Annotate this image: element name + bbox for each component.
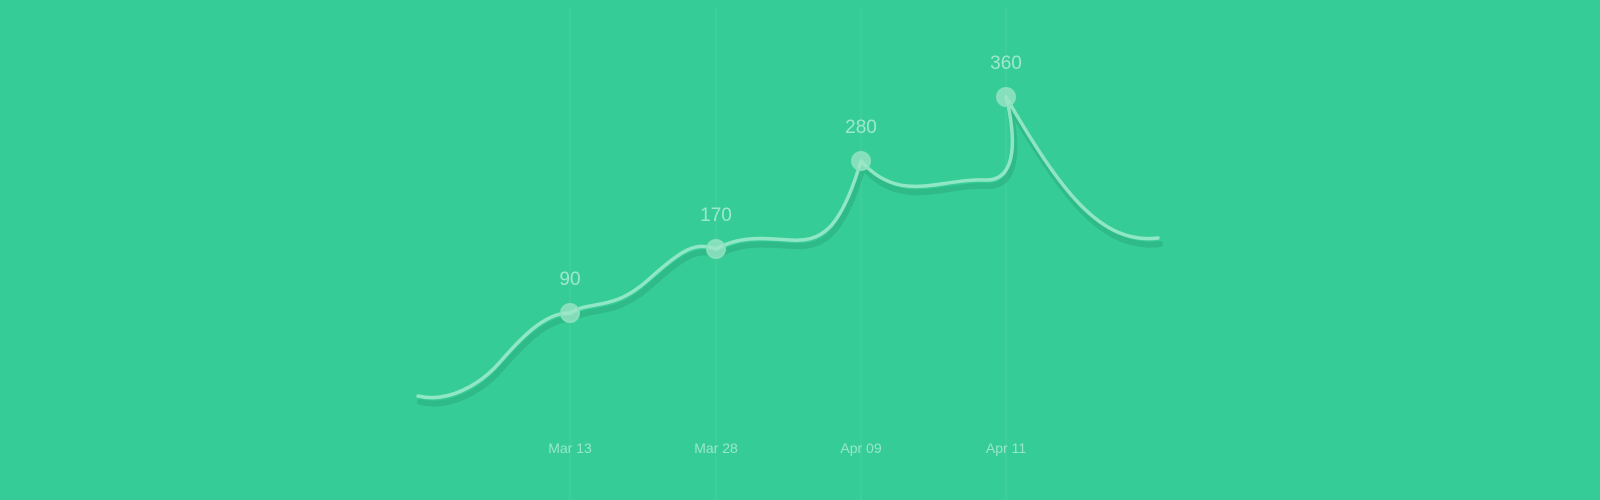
label-layer: 90 170 280 360 Mar 13 Mar 28 Apr 09 Apr 11 bbox=[548, 53, 1026, 456]
series-line-shadow bbox=[417, 101, 1163, 407]
x-tick-label-4: Apr 11 bbox=[986, 440, 1026, 456]
data-point-1 bbox=[560, 303, 580, 323]
data-label-1: 90 bbox=[559, 269, 580, 290]
data-label-3: 280 bbox=[845, 117, 877, 138]
line-layer bbox=[416, 95, 1163, 407]
x-tick-label-3: Apr 09 bbox=[840, 440, 881, 456]
data-point-3 bbox=[851, 151, 871, 171]
x-tick-label-1: Mar 13 bbox=[548, 440, 592, 456]
data-label-4: 360 bbox=[990, 53, 1022, 74]
data-point-4 bbox=[996, 87, 1016, 107]
data-point-2 bbox=[706, 239, 726, 259]
point-layer bbox=[560, 87, 1016, 323]
grid-layer bbox=[569, 8, 1007, 500]
data-label-2: 170 bbox=[700, 205, 732, 226]
x-tick-label-2: Mar 28 bbox=[694, 440, 738, 456]
